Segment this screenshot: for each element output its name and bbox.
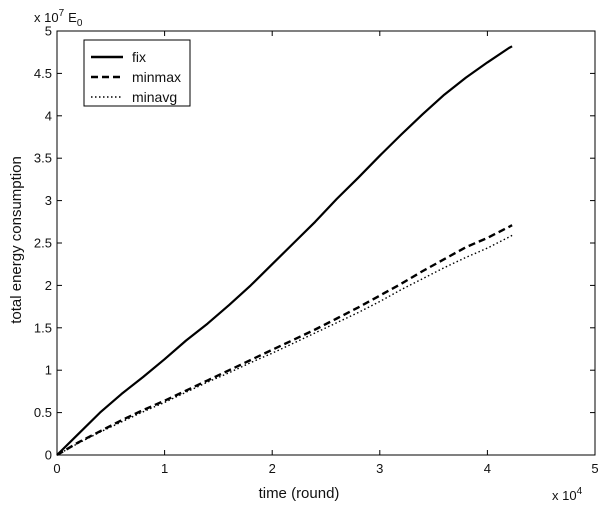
svg-text:x 104: x 104	[552, 486, 583, 503]
legend: fix minmax minavg	[83, 39, 191, 107]
y-tick-label: 2	[45, 278, 52, 293]
series-line-fix	[56, 45, 513, 456]
y-multiplier-exponent: 7	[59, 8, 65, 19]
x-axis-label: time (round)	[259, 485, 340, 502]
y-tick-label: 0.5	[34, 405, 52, 420]
y-tick-label: 0	[45, 448, 52, 463]
y-tick-label: 4	[45, 108, 52, 123]
y-multiplier-text: x 10	[34, 10, 59, 25]
x-multiplier-text: x 10	[552, 488, 577, 503]
y-tick-label: 4.5	[34, 66, 52, 81]
y-tick-label: 1.5	[34, 320, 52, 335]
legend-label-minavg: minavg	[132, 89, 177, 105]
series-group	[56, 45, 513, 457]
series-line-minavg	[56, 234, 513, 456]
series-line-minmax	[56, 224, 513, 457]
x-tick-label: 0	[53, 461, 60, 476]
y-tick-label: 3	[45, 193, 52, 208]
x-multiplier-exponent: 4	[577, 486, 583, 497]
y-unit-subscript: 0	[77, 18, 83, 29]
x-multiplier: x 104	[552, 486, 583, 503]
y-tick-label: 2.5	[34, 236, 52, 251]
y-tick-label: 5	[45, 24, 52, 39]
y-axis-label: total energy consumption	[8, 156, 25, 324]
legend-box	[83, 39, 191, 107]
y-tick-label: 3.5	[34, 151, 52, 166]
x-tick-label: 2	[269, 461, 276, 476]
axes: 0 1 2 3 4 5 0 0.5 1 1.5 2 2.5 3 3.5 4 4.5 5	[34, 24, 599, 477]
x-tick-label: 3	[376, 461, 383, 476]
y-multiplier: x 107 E0	[34, 8, 83, 29]
x-tick-label: 1	[161, 461, 168, 476]
x-tick-label: 4	[484, 461, 491, 476]
legend-label-minmax: minmax	[132, 69, 181, 85]
legend-label-fix: fix	[132, 49, 146, 65]
y-unit-label: E	[68, 10, 77, 25]
x-tick-label: 5	[591, 461, 598, 476]
y-tick-label: 1	[45, 363, 52, 378]
